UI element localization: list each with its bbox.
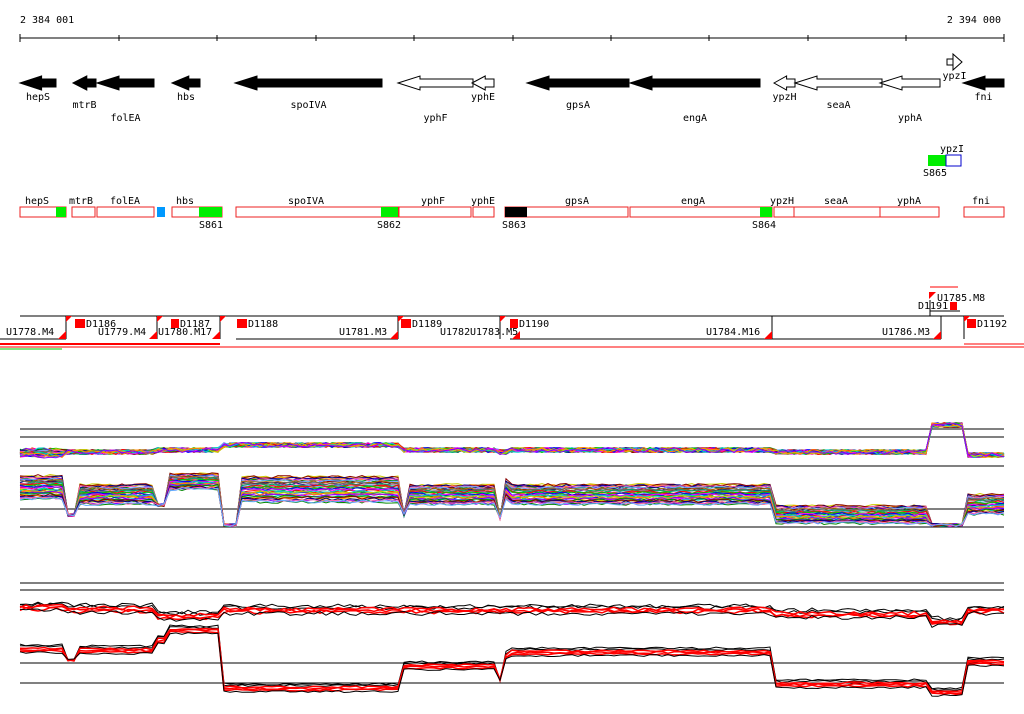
sigma-box-S863 bbox=[505, 207, 527, 217]
expression-panel-summary bbox=[19, 582, 1005, 697]
transcript-label: D1192 bbox=[977, 319, 1007, 330]
gene-arrow-ypzH bbox=[772, 75, 796, 91]
sigma-label: S863 bbox=[502, 220, 526, 231]
gene-label-fni: fni bbox=[974, 92, 992, 103]
summary-line bbox=[19, 628, 1005, 695]
expression-line bbox=[19, 486, 1005, 527]
gene-arrow-seaA bbox=[793, 75, 883, 91]
gene-arrow-ypzI bbox=[946, 52, 963, 72]
annotation-label: hbs bbox=[176, 196, 194, 207]
gene-arrow-yphA bbox=[878, 75, 941, 91]
gene-label-engA: engA bbox=[683, 113, 707, 124]
transcript-label: D1189 bbox=[412, 319, 442, 330]
gene-label-folEA: folEA bbox=[110, 113, 140, 124]
summary-line bbox=[19, 627, 1005, 693]
gene-arrow-yphE bbox=[470, 75, 495, 91]
coordinate-ruler: 2 384 001 2 394 000 bbox=[19, 15, 1005, 42]
expression-line bbox=[19, 487, 1005, 527]
transcript-label: D1190 bbox=[519, 319, 549, 330]
gene-arrow-folEA bbox=[95, 75, 155, 91]
sigma-box-S861 bbox=[199, 207, 222, 217]
transcript-label: U1786.M3 bbox=[882, 327, 930, 338]
expression-line bbox=[19, 422, 1005, 459]
transcript-label: U1779.M4 bbox=[98, 327, 146, 338]
transcript-label: D1187 bbox=[180, 319, 210, 330]
sigma-label: S861 bbox=[199, 220, 223, 231]
sigma-box-S865 bbox=[928, 155, 946, 166]
summary-line bbox=[19, 607, 1005, 628]
gene-label-yphA: yphA bbox=[898, 113, 922, 124]
annotation-track: ypzI S865 hepS bbox=[19, 144, 1005, 231]
transcript-label: U1782 bbox=[440, 327, 470, 338]
coord-start: 2 384 001 bbox=[20, 15, 74, 26]
annotation-label: yphE bbox=[471, 196, 495, 207]
expression-line bbox=[19, 478, 1005, 528]
annotation-label-ypzI: ypzI bbox=[940, 144, 964, 155]
gene-label-spoIVA: spoIVA bbox=[290, 100, 326, 111]
transcript-label: U1784.M16 bbox=[706, 327, 760, 338]
annotation-label: fni bbox=[972, 196, 990, 207]
sigma-label: S864 bbox=[752, 220, 776, 231]
sigma-label: S862 bbox=[377, 220, 401, 231]
annotation-label: spoIVA bbox=[288, 196, 324, 207]
gene-arrow-spoIVA bbox=[233, 75, 383, 91]
gene-label-ypzI: ypzI bbox=[942, 71, 966, 82]
annotation-label: yphA bbox=[897, 196, 921, 207]
sigma-box-hepS bbox=[56, 207, 66, 217]
sigma-boxes bbox=[56, 207, 772, 217]
gene-label-hepS: hepS bbox=[26, 92, 50, 103]
summary-line bbox=[19, 602, 1005, 622]
transcript-label: U1778.M4 bbox=[6, 327, 54, 338]
gene-label-mtrB: mtrB bbox=[72, 100, 96, 111]
coord-end: 2 394 000 bbox=[947, 15, 1001, 26]
transcript-label: U1785.M8 bbox=[937, 293, 985, 304]
annotation-label: engA bbox=[681, 196, 705, 207]
gene-label-gpsA: gpsA bbox=[566, 100, 590, 111]
annotation-label: gpsA bbox=[565, 196, 589, 207]
gene-arrow-engA bbox=[628, 75, 761, 91]
sigma-box-S864 bbox=[760, 207, 772, 217]
annotation-label: folEA bbox=[110, 196, 140, 207]
sigma-labels: S861 S862 S863 S864 bbox=[199, 220, 776, 231]
transcript-label: U1780.M17 bbox=[158, 327, 212, 338]
gene-arrow-mtrB bbox=[71, 75, 97, 91]
expression-panel-multi bbox=[19, 421, 1005, 528]
expression-line bbox=[19, 473, 1005, 527]
sigma-box-blue bbox=[157, 207, 165, 217]
gene-arrow-hepS bbox=[18, 75, 57, 91]
gene-label-yphE: yphE bbox=[471, 92, 495, 103]
gene-arrow-gpsA bbox=[525, 75, 630, 91]
gene-arrow-track: hepS mtrB folEA hbs spoIVA yphF yphE gpsA engA yp… bbox=[18, 52, 1005, 124]
transcript-track: U1785.M8 D1191 bbox=[0, 286, 1024, 350]
sigma-label-S865: S865 bbox=[923, 168, 947, 179]
annotation-label: yphF bbox=[421, 196, 445, 207]
gene-label-hbs: hbs bbox=[177, 92, 195, 103]
summary-line bbox=[19, 632, 1005, 697]
transcript-label: D1191 bbox=[918, 301, 948, 312]
transcript-label: U1783.M5 bbox=[470, 327, 518, 338]
transcript-label: D1188 bbox=[248, 319, 278, 330]
annotation-label: ypzH bbox=[770, 196, 794, 207]
transcript-label: D1186 bbox=[86, 319, 116, 330]
gene-label-seaA: seaA bbox=[826, 100, 850, 111]
gene-arrow-hbs bbox=[170, 75, 201, 91]
expression-line bbox=[19, 422, 1005, 458]
gene-label-ypzH: ypzH bbox=[772, 92, 796, 103]
gene-box-labels: hepS mtrB folEA hbs spoIVA yphF yphE gps… bbox=[25, 196, 990, 207]
annotation-label: hepS bbox=[25, 196, 49, 207]
gene-arrow-yphF bbox=[396, 75, 474, 91]
summary-line bbox=[19, 624, 1005, 690]
annotation-label: mtrB bbox=[69, 196, 93, 207]
annotation-label: seaA bbox=[824, 196, 848, 207]
transcript-label: U1781.M3 bbox=[339, 327, 387, 338]
ypzI-annotation-box bbox=[945, 154, 962, 167]
gene-arrow-fni bbox=[961, 75, 1005, 91]
summary-line bbox=[19, 630, 1005, 696]
sigma-box-S862 bbox=[381, 207, 398, 217]
gene-label-yphF: yphF bbox=[423, 113, 447, 124]
